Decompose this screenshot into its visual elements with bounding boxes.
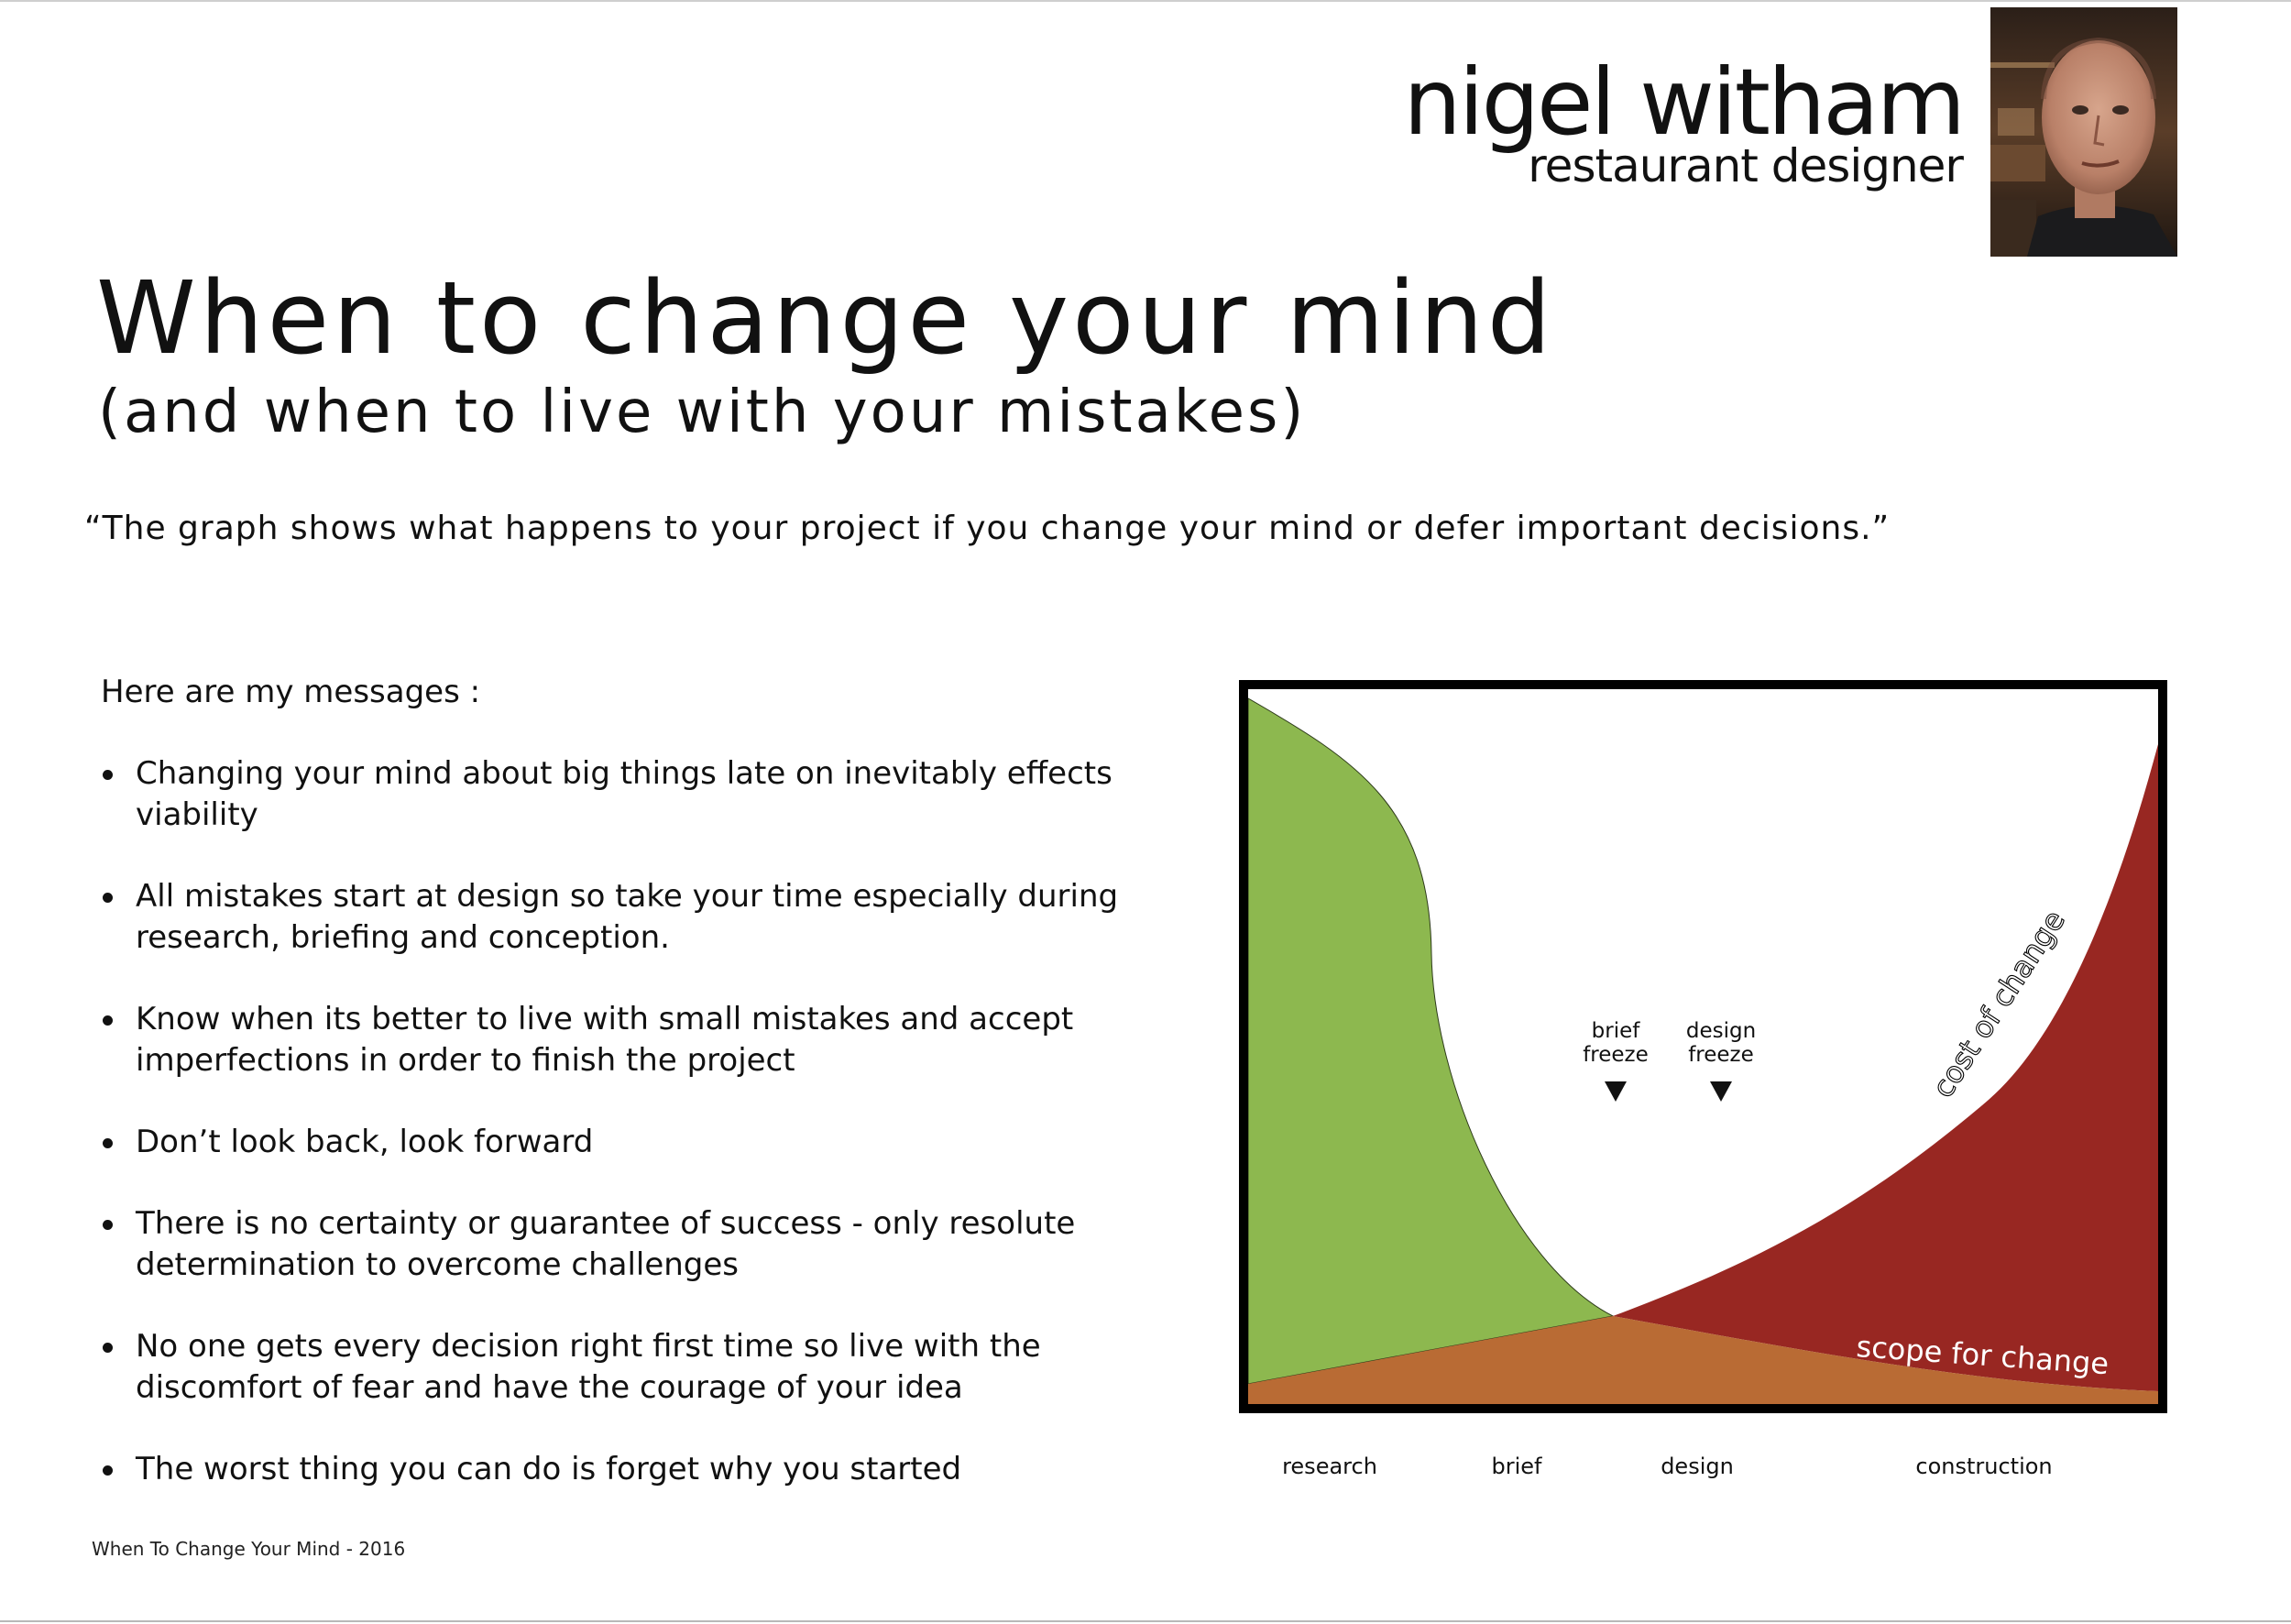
- brand-role: restaurant designer: [1528, 139, 1964, 192]
- cost-scope-graph: cost of change scope for change brief fr…: [1239, 680, 2167, 1479]
- brand-block: nigel witham restaurant designer: [1403, 49, 1966, 192]
- top-border: [0, 0, 2291, 2]
- footer-note: When To Change Your Mind - 2016: [92, 1538, 406, 1560]
- red-area: [1613, 744, 2158, 1391]
- marker-brief-arrow: [1605, 1081, 1627, 1102]
- marker-design-line1: design: [1686, 1019, 1756, 1043]
- orange-area: [1248, 1316, 2158, 1404]
- message-item: Don’t look back, look forward: [101, 1122, 1182, 1163]
- message-item: All mistakes start at design so take you…: [101, 876, 1182, 959]
- message-item: Know when its better to live with small …: [101, 999, 1182, 1081]
- message-item: There is no certainty or guarantee of su…: [101, 1203, 1182, 1286]
- messages-intro: Here are my messages :: [101, 674, 481, 710]
- graph-quote: “The graph shows what happens to your pr…: [84, 510, 1891, 547]
- messages-list: Changing your mind about big things late…: [101, 753, 1182, 1531]
- portrait-photo: [1990, 7, 2177, 257]
- message-item: The worst thing you can do is forget why…: [101, 1449, 1182, 1490]
- marker-brief-line2: freeze: [1583, 1043, 1649, 1067]
- green-area: [1247, 697, 1615, 1385]
- marker-design-line2: freeze: [1688, 1043, 1754, 1067]
- message-item: Changing your mind about big things late…: [101, 753, 1182, 836]
- marker-brief-line1: brief: [1592, 1019, 1641, 1043]
- phase-research: research: [1282, 1454, 1377, 1479]
- brand-name: nigel witham: [1403, 49, 1966, 156]
- message-item: No one gets every decision right first t…: [101, 1326, 1182, 1409]
- marker-design-arrow: [1710, 1081, 1732, 1102]
- phase-brief: brief: [1492, 1454, 1543, 1479]
- graph-frame: [1239, 680, 2167, 1413]
- portrait-image: [1990, 7, 2177, 257]
- page-subtitle: (and when to live with your mistakes): [98, 379, 1307, 446]
- page-title: When to change your mind: [96, 259, 1555, 377]
- phase-construction: construction: [1915, 1454, 2052, 1479]
- bottom-border: [0, 1620, 2291, 1622]
- phase-design: design: [1661, 1454, 1734, 1479]
